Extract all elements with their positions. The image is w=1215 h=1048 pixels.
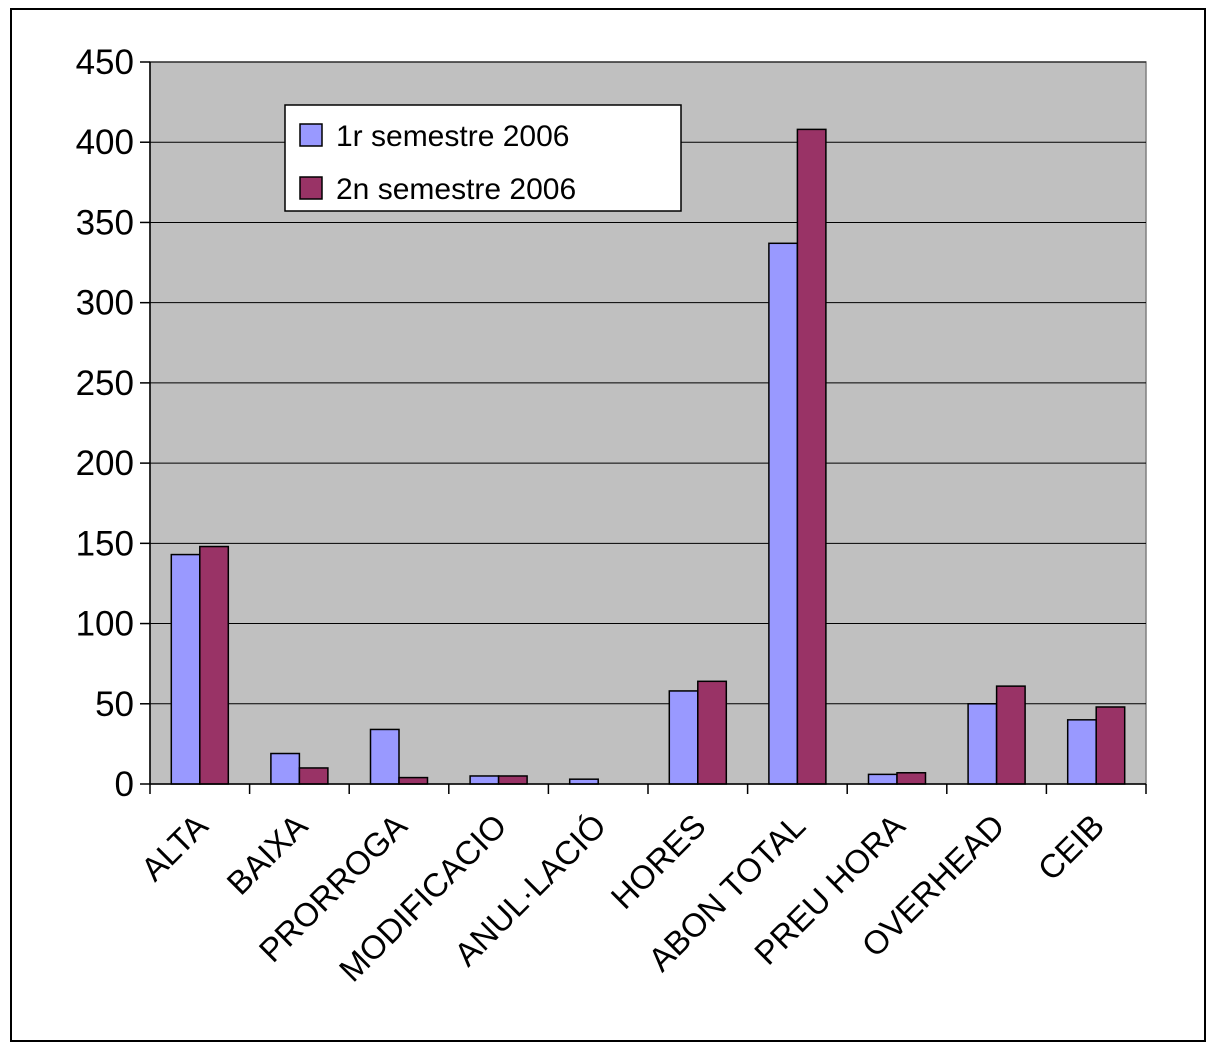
legend: 1r semestre 2006 2n semestre 2006 [284, 104, 682, 212]
legend-label-2n-semestre: 2n semestre 2006 [336, 173, 576, 206]
bar-overhead-series-2 [995, 685, 1026, 785]
bar-alta-series-2 [199, 545, 230, 785]
bar-preu-hora-series-1 [867, 773, 898, 785]
bar-hores-series-1 [668, 690, 699, 785]
bar-hores-series-2 [697, 680, 728, 785]
y-tick-label: 150 [76, 524, 134, 563]
x-category-labels: ALTA BAIXAPRORROGAMODIFICACIOANUL·LACIÓHO… [134, 807, 1111, 989]
bar-ceib-series-1 [1066, 719, 1097, 785]
bar-alta-series-1 [170, 553, 201, 785]
x-category-label: CEIB [1031, 807, 1112, 888]
legend-swatch-2n-semestre [299, 176, 323, 200]
y-tick-label: 50 [95, 685, 134, 724]
y-tick-label: 350 [76, 203, 134, 242]
y-tick-labels: 0 50 100 150 200 250 300 350 400 450 [76, 43, 134, 804]
bar-preu-hora-series-2 [896, 772, 927, 785]
y-tick-label: 400 [76, 123, 134, 162]
legend-box [284, 104, 682, 212]
y-tick-label: 0 [115, 765, 134, 804]
bar-baixa-series-1 [270, 752, 301, 785]
legend-label-1r-semestre: 1r semestre 2006 [336, 120, 569, 153]
bar-abon-total-series-2 [796, 128, 827, 785]
bars [170, 128, 1126, 785]
y-tick-label: 200 [76, 444, 134, 483]
bar-overhead-series-1 [967, 703, 998, 785]
x-category-label: BAIXA [219, 807, 314, 902]
bar-prorroga-series-1 [369, 728, 400, 785]
x-category-label: ALTA [134, 807, 215, 888]
gridlines [150, 61, 1146, 705]
bar-modificacio-series-1 [469, 775, 500, 785]
bar-ceib-series-2 [1095, 706, 1126, 785]
y-tick-label: 100 [76, 605, 134, 644]
x-category-label: MODIFICACIO [332, 807, 514, 989]
bar-abon-total-series-1 [768, 242, 799, 785]
legend-swatch-1r-semestre [299, 123, 323, 147]
bar-baixa-series-2 [298, 767, 329, 785]
bar-modificacio-series-2 [497, 775, 528, 785]
axes [140, 61, 1147, 794]
bar-prorroga-series-2 [398, 776, 429, 785]
y-tick-label: 300 [76, 284, 134, 323]
y-tick-label: 450 [76, 43, 134, 82]
y-tick-label: 250 [76, 364, 134, 403]
